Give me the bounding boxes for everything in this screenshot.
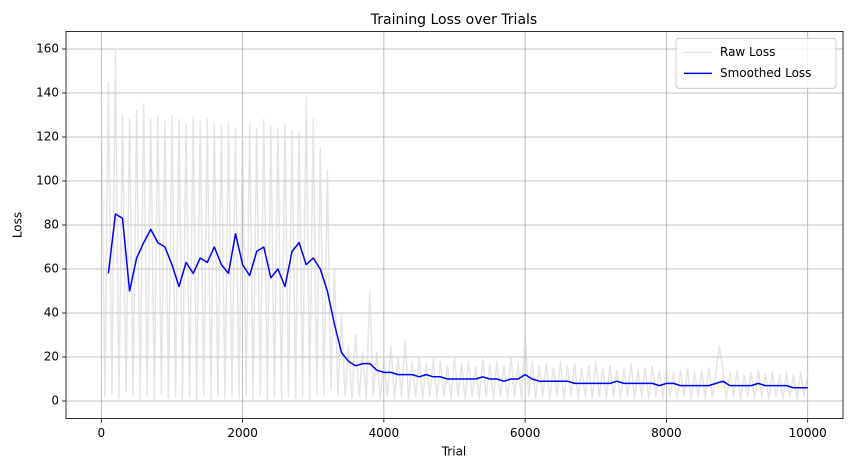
x-tick-label: 10000 (789, 426, 827, 440)
line-series (100, 48, 809, 400)
legend-label: Raw Loss (720, 45, 775, 59)
y-axis-label: Loss (11, 212, 25, 238)
x-tick-label: 2000 (227, 426, 258, 440)
legend-label: Smoothed Loss (720, 66, 811, 80)
y-tick-label: 100 (36, 174, 59, 188)
plot-frame (65, 30, 844, 420)
y-tick-label: 40 (44, 306, 59, 320)
chart-title: Training Loss over Trials (370, 12, 537, 28)
x-tick-label: 4000 (369, 426, 400, 440)
y-tick-label: 80 (44, 218, 59, 232)
legend-box (675, 37, 837, 89)
line-series (107, 213, 808, 389)
x-tick-label: 8000 (651, 426, 682, 440)
x-axis-label: Trial (441, 445, 467, 459)
y-tick-label: 20 (44, 350, 59, 364)
y-tick-label: 60 (44, 262, 59, 276)
x-tick-label: 6000 (510, 426, 541, 440)
x-tick-label: 0 (97, 426, 105, 440)
y-tick-label: 120 (36, 130, 59, 144)
y-tick-label: 160 (36, 42, 59, 56)
y-tick-label: 0 (51, 394, 59, 408)
y-tick-label: 140 (36, 86, 59, 100)
